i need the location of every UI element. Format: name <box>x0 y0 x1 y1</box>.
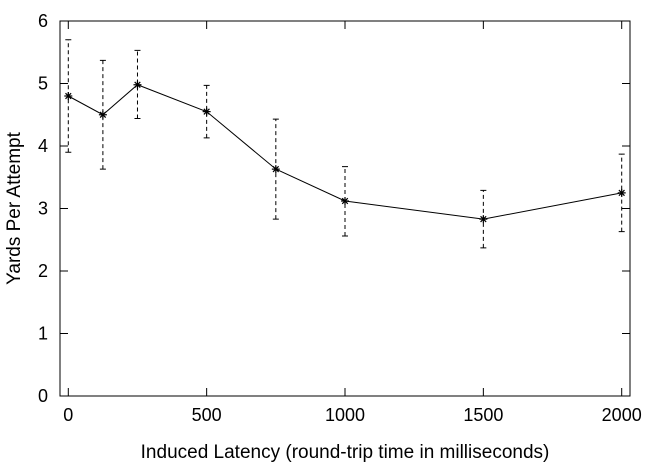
x-tick-label: 1000 <box>325 405 365 425</box>
data-point <box>98 110 107 119</box>
x-axis-title: Induced Latency (round-trip time in mill… <box>141 442 550 463</box>
x-tick-label: 500 <box>192 405 222 425</box>
data-point <box>341 197 349 205</box>
y-tick-label: 4 <box>38 136 48 156</box>
plot-frame <box>59 20 631 397</box>
y-axis-title: Yards Per Attempt <box>4 131 25 284</box>
x-tick-label: 2000 <box>602 405 642 425</box>
x-axis: 0 500 1000 1500 2000 <box>63 21 642 425</box>
data-point <box>479 215 488 224</box>
plot-area <box>59 20 631 397</box>
data-point <box>617 188 626 197</box>
x-tick-label: 0 <box>63 405 73 425</box>
data-point <box>202 107 211 116</box>
y-tick-label: 6 <box>38 11 48 31</box>
data-point <box>64 92 73 100</box>
y-tick-label: 2 <box>38 261 48 281</box>
y-tick-label: 5 <box>38 74 48 94</box>
y-tick-label: 0 <box>38 386 48 406</box>
y-tick-label: 1 <box>38 324 48 344</box>
x-tick-label: 1500 <box>463 405 503 425</box>
data-point <box>271 165 280 174</box>
y-tick-label: 3 <box>38 199 48 219</box>
data-markers <box>64 80 626 224</box>
data-point <box>133 80 142 89</box>
series-line <box>68 84 622 220</box>
error-bars <box>65 39 625 249</box>
y-axis: 0 1 2 3 4 5 6 <box>38 11 630 406</box>
